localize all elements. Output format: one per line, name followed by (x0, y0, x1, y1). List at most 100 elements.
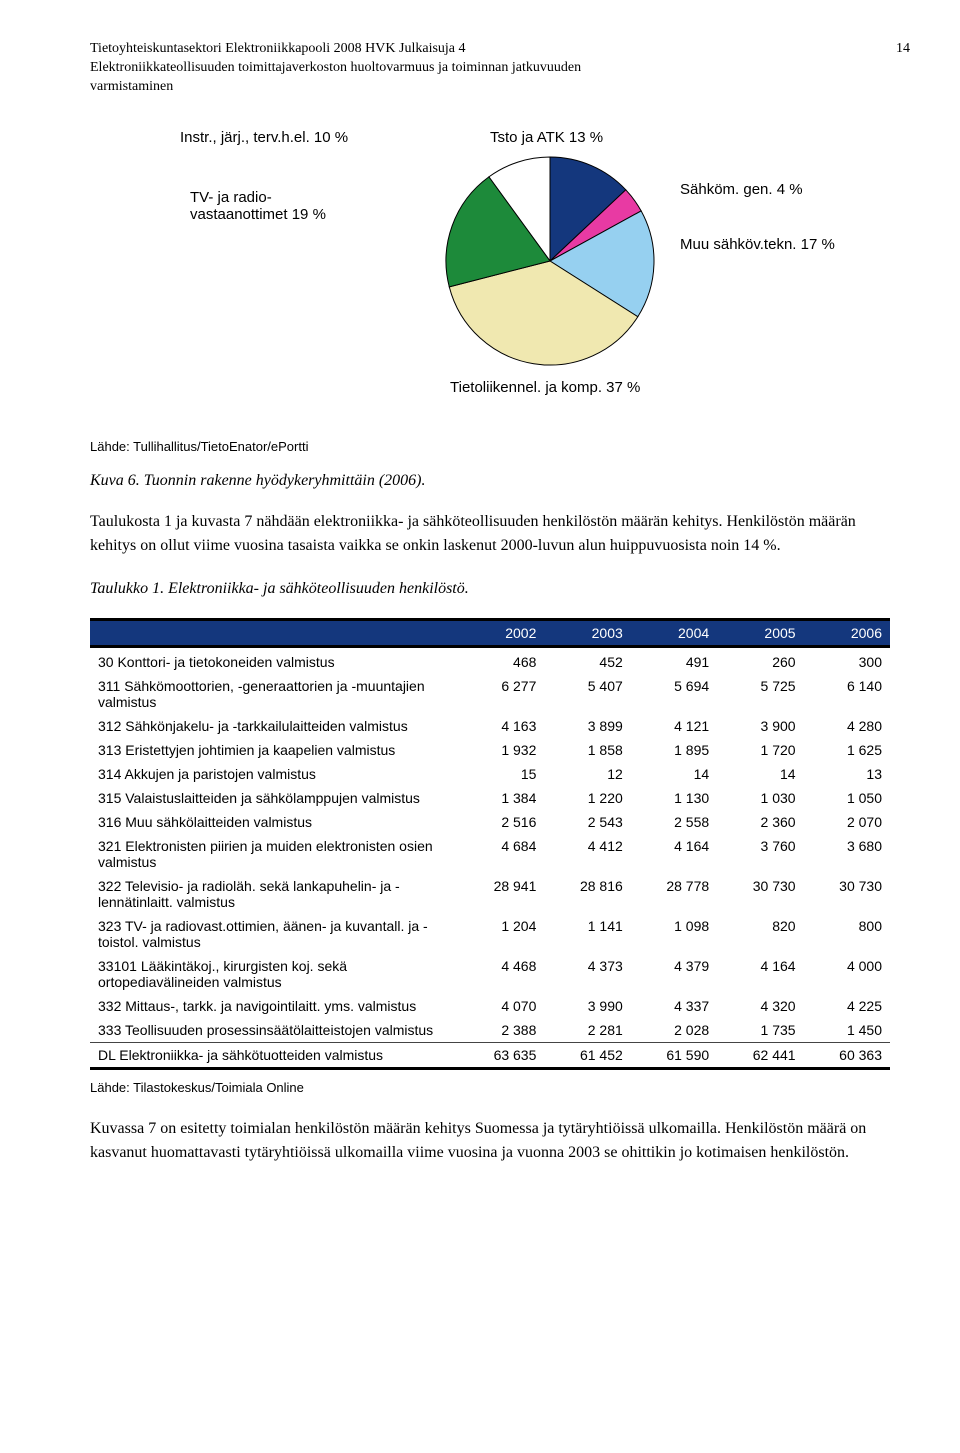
cell: 1 098 (631, 914, 717, 954)
cell: 468 (458, 646, 544, 674)
cell: 6 140 (804, 674, 890, 714)
cell: 4 379 (631, 954, 717, 994)
cell: 1 130 (631, 786, 717, 810)
running-head-line2: Elektroniikkateollisuuden toimittajaverk… (90, 60, 581, 75)
table-row: 316 Muu sähkölaitteiden valmistus2 5162 … (90, 810, 890, 834)
table-row: 33101 Lääkintäkoj., kirurgisten koj. sek… (90, 954, 890, 994)
cell: 1 450 (804, 1018, 890, 1043)
cell: 4 163 (458, 714, 544, 738)
total-cell: 61 452 (544, 1042, 630, 1068)
cell: 1 141 (544, 914, 630, 954)
cell: 3 900 (717, 714, 803, 738)
page-number: 14 (896, 40, 910, 59)
cell: 260 (717, 646, 803, 674)
figure6-caption: Kuva 6. Tuonnin rakenne hyödykeryhmittäi… (90, 472, 890, 490)
table1-caption: Taulukko 1. Elektroniikka- ja sähköteoll… (90, 580, 890, 598)
cell: 3 990 (544, 994, 630, 1018)
row-label: 323 TV- ja radiovast.ottimien, äänen- ja… (90, 914, 458, 954)
cell: 300 (804, 646, 890, 674)
cell: 4 412 (544, 834, 630, 874)
cell: 491 (631, 646, 717, 674)
table-source: Lähde: Tilastokeskus/Toimiala Online (90, 1080, 890, 1095)
table-header-2: 2004 (631, 619, 717, 646)
pie-label-4: Tietoliikennel. ja komp. 37 % (450, 379, 750, 396)
table-row: 311 Sähkömoottorien, -generaattorien ja … (90, 674, 890, 714)
total-cell: 63 635 (458, 1042, 544, 1068)
cell: 5 407 (544, 674, 630, 714)
cell: 3 760 (717, 834, 803, 874)
row-label: 321 Elektronisten piirien ja muiden elek… (90, 834, 458, 874)
cell: 12 (544, 762, 630, 786)
pie-chart-block: Instr., järj., terv.h.el. 10 %Tsto ja AT… (90, 121, 890, 431)
table-row: 321 Elektronisten piirien ja muiden elek… (90, 834, 890, 874)
pie-label-0: Instr., järj., terv.h.el. 10 % (180, 129, 430, 146)
table-row: 332 Mittaus-, tarkk. ja navigointilaitt.… (90, 994, 890, 1018)
cell: 2 070 (804, 810, 890, 834)
cell: 1 220 (544, 786, 630, 810)
paragraph-2: Kuvassa 7 on esitetty toimialan henkilös… (90, 1117, 890, 1165)
cell: 14 (717, 762, 803, 786)
cell: 1 895 (631, 738, 717, 762)
cell: 28 778 (631, 874, 717, 914)
cell: 2 516 (458, 810, 544, 834)
row-label: 322 Televisio- ja radioläh. sekä lankapu… (90, 874, 458, 914)
cell: 30 730 (804, 874, 890, 914)
table-1: 20022003200420052006 30 Konttori- ja tie… (90, 618, 890, 1070)
cell: 3 680 (804, 834, 890, 874)
cell: 3 899 (544, 714, 630, 738)
cell: 4 468 (458, 954, 544, 994)
row-label: 313 Eristettyjen johtimien ja kaapelien … (90, 738, 458, 762)
table-total-row: DL Elektroniikka- ja sähkötuotteiden val… (90, 1042, 890, 1068)
cell: 1 858 (544, 738, 630, 762)
pie-label-2: Sähköm. gen. 4 % (680, 181, 930, 198)
table-row: 314 Akkujen ja paristojen valmistus15121… (90, 762, 890, 786)
table-row: 312 Sähkönjakelu- ja -tarkkailulaitteide… (90, 714, 890, 738)
cell: 30 730 (717, 874, 803, 914)
table-row: 322 Televisio- ja radioläh. sekä lankapu… (90, 874, 890, 914)
cell: 6 277 (458, 674, 544, 714)
pie-label-5: TV- ja radio- vastaanottimet 19 % (190, 189, 440, 223)
table-header-0: 2002 (458, 619, 544, 646)
cell: 4 337 (631, 994, 717, 1018)
row-label: 333 Teollisuuden prosessinsäätölaitteist… (90, 1018, 458, 1043)
cell: 4 373 (544, 954, 630, 994)
cell: 5 725 (717, 674, 803, 714)
cell: 1 735 (717, 1018, 803, 1043)
table-row: 333 Teollisuuden prosessinsäätölaitteist… (90, 1018, 890, 1043)
table-header-stub (90, 619, 458, 646)
running-head-line3: varmistaminen (90, 79, 173, 94)
row-label: 316 Muu sähkölaitteiden valmistus (90, 810, 458, 834)
running-head: Tietoyhteiskuntasektori Elektroniikkapoo… (90, 40, 890, 97)
paragraph-1: Taulukosta 1 ja kuvasta 7 nähdään elektr… (90, 510, 890, 558)
total-cell: 61 590 (631, 1042, 717, 1068)
cell: 1 384 (458, 786, 544, 810)
pie-source: Lähde: Tullihallitus/TietoEnator/ePortti (90, 439, 890, 454)
row-label: 33101 Lääkintäkoj., kirurgisten koj. sek… (90, 954, 458, 994)
cell: 28 816 (544, 874, 630, 914)
cell: 4 121 (631, 714, 717, 738)
row-label: 312 Sähkönjakelu- ja -tarkkailulaitteide… (90, 714, 458, 738)
row-label: 315 Valaistuslaitteiden ja sähkölamppuje… (90, 786, 458, 810)
row-label: 311 Sähkömoottorien, -generaattorien ja … (90, 674, 458, 714)
table-header-3: 2005 (717, 619, 803, 646)
cell: 5 694 (631, 674, 717, 714)
cell: 2 388 (458, 1018, 544, 1043)
cell: 820 (717, 914, 803, 954)
row-label: 30 Konttori- ja tietokoneiden valmistus (90, 646, 458, 674)
cell: 4 000 (804, 954, 890, 994)
cell: 4 070 (458, 994, 544, 1018)
cell: 2 543 (544, 810, 630, 834)
table-row: 30 Konttori- ja tietokoneiden valmistus4… (90, 646, 890, 674)
cell: 4 684 (458, 834, 544, 874)
table-header-4: 2006 (804, 619, 890, 646)
cell: 4 320 (717, 994, 803, 1018)
cell: 4 225 (804, 994, 890, 1018)
cell: 2 281 (544, 1018, 630, 1043)
cell: 1 030 (717, 786, 803, 810)
cell: 2 028 (631, 1018, 717, 1043)
row-label: 332 Mittaus-, tarkk. ja navigointilaitt.… (90, 994, 458, 1018)
pie-chart (430, 151, 670, 371)
cell: 14 (631, 762, 717, 786)
table-row: 315 Valaistuslaitteiden ja sähkölamppuje… (90, 786, 890, 810)
cell: 4 164 (631, 834, 717, 874)
